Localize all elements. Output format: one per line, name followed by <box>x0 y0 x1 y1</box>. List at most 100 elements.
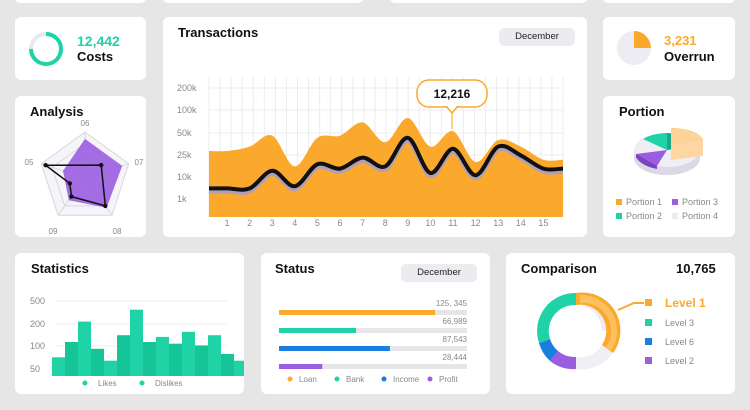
radar-point <box>43 163 48 168</box>
portion-card: Portion Portion 1 Portion 3 Portion 2 Po… <box>603 96 735 237</box>
costs-value: 12,442 <box>77 33 120 49</box>
status-progress-bars: 125, 345 66,989 87,543 28,444 Loan Bank Inc… <box>279 299 468 384</box>
pie-portion-1 <box>671 127 703 144</box>
comparison-title: Comparison <box>521 261 597 276</box>
legend-portion-1: Portion 1 <box>626 197 662 207</box>
bar-dislikes <box>117 335 130 376</box>
legend-loan: Loan <box>299 375 317 384</box>
statistics-title: Statistics <box>31 261 89 276</box>
legend-income: Income <box>393 375 420 384</box>
radar-point <box>103 203 108 209</box>
y-tick-label: 50 <box>30 364 40 374</box>
transactions-title: Transactions <box>178 25 259 40</box>
y-tick-label: 25k <box>177 150 192 160</box>
bar-dislikes <box>91 348 104 376</box>
donut-level-4 <box>576 345 613 370</box>
legend-swatch-level-3 <box>645 319 652 326</box>
radar-area <box>63 138 123 208</box>
y-tick-label: 100 <box>30 341 45 351</box>
bar-dislikes <box>65 342 78 376</box>
legend-swatch-level-1 <box>645 299 652 306</box>
statistics-bar-chart: 500 200 100 50 Likes Dislikes <box>30 296 244 388</box>
legend-profit: Profit <box>439 375 458 384</box>
legend-dot-profit <box>427 376 433 382</box>
status-bar-value: 87,543 <box>443 335 468 344</box>
radar-axis-label: 05 <box>25 158 34 167</box>
x-tick-label: 11 <box>448 218 457 228</box>
bar-likes <box>104 360 117 376</box>
bar-dislikes <box>143 342 156 376</box>
y-tick-label: 200k <box>177 83 197 93</box>
portion-3d-pie-chart: Portion 1 Portion 3 Portion 2 Portion 4 <box>616 127 718 221</box>
status-bar-fill <box>279 364 323 369</box>
top-card-stub <box>390 0 587 3</box>
x-tick-label: 9 <box>405 218 410 228</box>
x-tick-label: 10 <box>425 218 435 228</box>
legend-dot-bank <box>334 376 340 382</box>
y-tick-label: 100k <box>177 105 197 115</box>
donut-level-6 <box>539 339 558 361</box>
transactions-line <box>208 135 564 192</box>
legend-swatch-portion-4 <box>672 213 678 219</box>
donut-level-3 <box>537 292 576 343</box>
pie-portion-2 <box>643 133 667 150</box>
analysis-card: Analysis 06 07 08 09 05 <box>15 96 146 237</box>
transactions-month-selector[interactable]: December <box>499 28 575 46</box>
overrun-label: Overrun <box>664 49 715 64</box>
legend-level-6: Level 6 <box>665 337 694 347</box>
portion-title: Portion <box>619 104 665 119</box>
x-tick-label: 1 <box>224 218 229 228</box>
status-bar-track <box>279 364 467 369</box>
radar-axis-label: 07 <box>135 158 144 167</box>
overrun-card: 3,231 Overrun <box>603 17 735 80</box>
legend-portion-4: Portion 4 <box>682 211 718 221</box>
y-tick-label: 10k <box>177 172 192 182</box>
bar-likes <box>130 309 143 376</box>
analysis-radar-chart: 06 07 08 09 05 <box>25 119 144 236</box>
comparison-value: 10,765 <box>676 261 716 276</box>
pie-portion-1-front <box>671 140 703 160</box>
legend-swatch-portion-2 <box>616 213 622 219</box>
radar-axis-label: 08 <box>113 227 122 236</box>
x-tick-label: 6 <box>337 218 342 228</box>
bar-likes <box>182 331 195 376</box>
legend-portion-2: Portion 2 <box>626 211 662 221</box>
comparison-card: Comparison 10,765 Level 1 Level 3 Level … <box>506 253 735 394</box>
costs-card: 12,442 Costs <box>15 17 146 80</box>
status-month-selector[interactable]: December <box>401 264 477 282</box>
radar-axis-label: 09 <box>49 227 58 236</box>
radar-outline <box>43 164 107 207</box>
y-tick-label: 1k <box>177 194 187 204</box>
top-card-stub <box>15 0 146 3</box>
legend-likes: Likes <box>98 379 117 388</box>
level-1-pointer <box>617 302 644 311</box>
status-bar-track <box>279 328 467 333</box>
bar-dislikes <box>169 343 182 376</box>
bar-dislikes <box>195 345 208 376</box>
bar-likes <box>234 360 244 376</box>
x-tick-label: 14 <box>516 218 526 228</box>
callout-arrow <box>445 105 459 115</box>
legend-level-1: Level 1 <box>665 296 706 310</box>
x-tick-label: 4 <box>292 218 297 228</box>
x-tick-label: 2 <box>247 218 252 228</box>
legend-swatch-portion-3 <box>672 199 678 205</box>
status-bar-value: 125, 345 <box>436 299 468 308</box>
legend-dot-loan <box>287 376 293 382</box>
legend-dot-likes <box>82 380 88 386</box>
overrun-value: 3,231 <box>664 33 697 48</box>
legend-swatch-level-6 <box>645 338 652 345</box>
x-tick-label: 15 <box>538 218 548 228</box>
legend-level-3: Level 3 <box>665 318 694 328</box>
overrun-pie-icon <box>617 31 651 65</box>
costs-label: Costs <box>77 49 114 64</box>
transactions-callout-value: 12,216 <box>434 87 471 101</box>
statistics-card: Statistics 500 200 100 50 Likes Dislikes <box>15 253 244 394</box>
status-title: Status <box>275 261 315 276</box>
status-card: Status December 125, 345 66,989 87,543 28,4… <box>261 253 490 394</box>
y-tick-label: 200 <box>30 319 45 329</box>
radar-point <box>67 181 73 186</box>
x-tick-label: 13 <box>493 218 503 228</box>
y-tick-label: 500 <box>30 296 45 306</box>
